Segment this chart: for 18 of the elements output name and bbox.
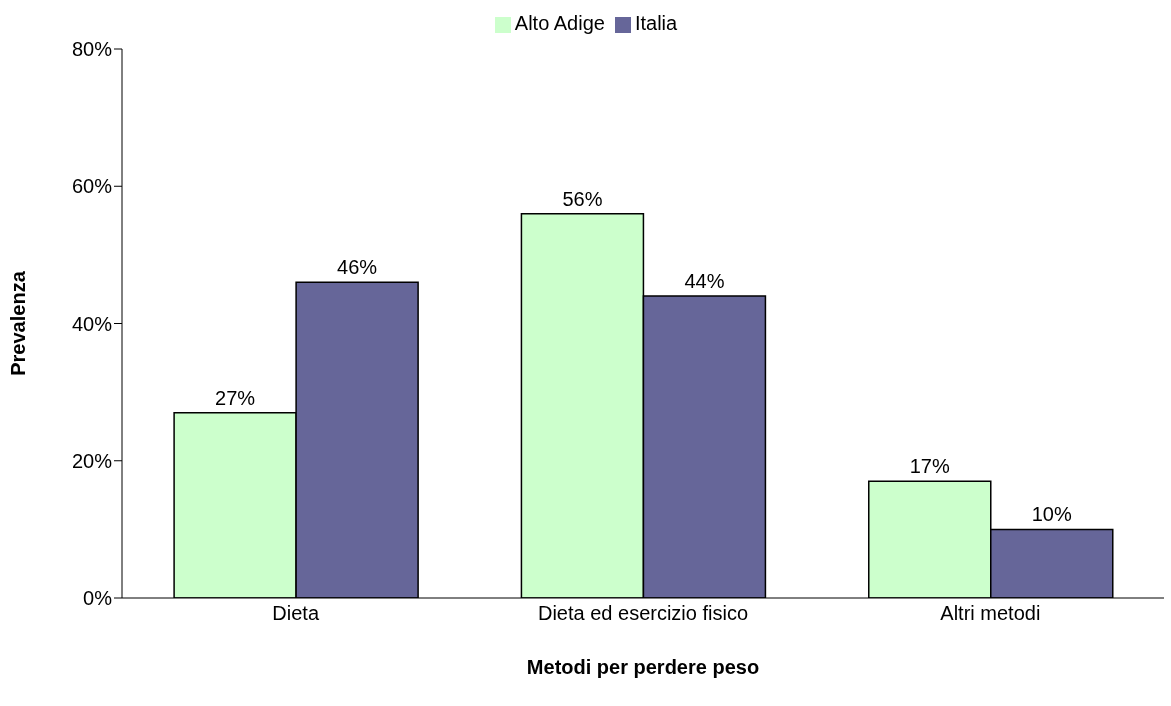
legend-label: Italia [634, 12, 678, 34]
data-label: 56% [562, 187, 603, 210]
y-tick-label: 60% [71, 175, 113, 198]
data-label: 44% [684, 270, 725, 293]
x-axis-title: Metodi per perdere peso [526, 656, 760, 678]
y-tick-label: 0% [83, 587, 113, 610]
data-label: 10% [1031, 503, 1072, 526]
y-axis-title: Prevalenza [7, 270, 30, 376]
y-tick-label: 20% [71, 449, 113, 472]
y-tick-label: 40% [71, 312, 113, 335]
x-tick-label: Dieta ed esercizio fisico [537, 602, 749, 625]
x-tick-label: Altri metodi [940, 602, 1041, 625]
data-label: 17% [909, 455, 950, 478]
x-tick-label: Dieta [272, 602, 320, 625]
data-label: 46% [337, 256, 378, 279]
data-label: 27% [215, 386, 256, 409]
legend-label: Alto Adige [514, 12, 605, 34]
y-tick-label: 80% [71, 38, 113, 61]
